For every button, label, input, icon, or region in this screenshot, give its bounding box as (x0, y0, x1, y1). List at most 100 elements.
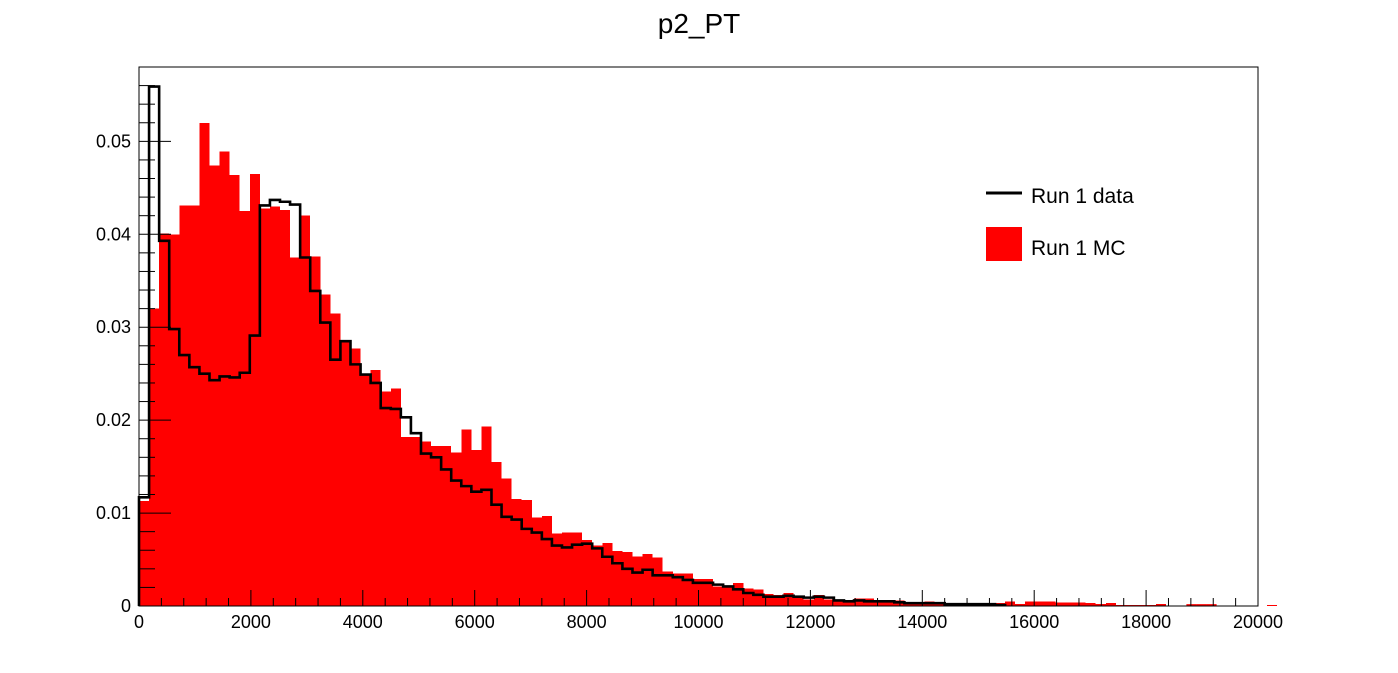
mc-bar (179, 205, 190, 607)
y-tick-label: 0.01 (96, 503, 131, 523)
x-tick-label: 8000 (567, 612, 607, 632)
mc-bar (1095, 604, 1106, 606)
mc-bar (1045, 601, 1056, 606)
mc-bar (461, 429, 472, 606)
mc-bar (662, 571, 673, 606)
mc-bar (370, 369, 381, 606)
mc-bar (1105, 603, 1116, 606)
mc-bar (1015, 604, 1026, 606)
mc-bar (259, 208, 270, 606)
x-tick-label: 0 (134, 612, 144, 632)
x-tick-label: 4000 (343, 612, 383, 632)
mc-bar (572, 532, 583, 606)
mc-bar (441, 446, 452, 606)
y-tick-label: 0.03 (96, 317, 131, 337)
mc-bar (169, 234, 180, 606)
mc-bar (511, 499, 522, 606)
mc-bar (340, 341, 351, 606)
mc-bar (551, 533, 562, 606)
mc-bar (672, 573, 683, 606)
mc-bar (612, 551, 623, 606)
x-tick-label: 12000 (785, 612, 835, 632)
mc-bar (773, 594, 784, 606)
axes: 0 2000 4000 6000 8000 10000 12000 14000 16000 180… (96, 66, 1283, 632)
mc-bar (199, 122, 210, 607)
mc-bar (1266, 605, 1278, 606)
mc-bar (723, 586, 734, 606)
mc-bar (813, 594, 824, 606)
mc-bar (874, 600, 885, 606)
mc-bar (209, 165, 220, 606)
mc-bar (1196, 604, 1207, 606)
mc-bar (219, 151, 230, 606)
mc-bar (702, 579, 714, 606)
mc-bar (843, 600, 855, 606)
y-tick-label: 0 (121, 596, 131, 616)
legend-mc-swatch (986, 227, 1022, 261)
mc-bar (1035, 601, 1046, 606)
mc-bar (1025, 601, 1036, 606)
mc-bar (823, 599, 834, 606)
mc-bar (592, 545, 603, 606)
mc-bar (642, 553, 653, 606)
legend: Run 1 data Run 1 MC (986, 185, 1134, 261)
mc-bar (682, 573, 693, 606)
x-tick-label: 14000 (897, 612, 947, 632)
mc-bar (249, 173, 260, 606)
mc-bar (743, 588, 754, 606)
mc-bar (733, 582, 744, 606)
mc-bar (1055, 602, 1066, 606)
x-tick-label: 18000 (1121, 612, 1171, 632)
legend-mc-label: Run 1 MC (1031, 237, 1126, 260)
mc-bar (290, 257, 301, 606)
x-tick-label: 2000 (231, 612, 271, 632)
mc-bar (431, 446, 442, 606)
y-tick-label: 0.04 (96, 224, 131, 244)
mc-bar (854, 598, 865, 606)
mc-bar (602, 542, 613, 606)
mc-bar (310, 256, 321, 606)
mc-bar (491, 461, 502, 606)
mc-bar (1156, 604, 1167, 606)
mc-bar (652, 557, 663, 606)
mc-bar (1206, 604, 1217, 606)
x-tick-label: 10000 (673, 612, 723, 632)
mc-bar (481, 426, 492, 606)
mc-bar (793, 597, 804, 606)
x-tick-label: 20000 (1233, 612, 1283, 632)
mc-bar (420, 441, 432, 606)
mc-bar (451, 452, 462, 606)
mc-bar (189, 205, 200, 607)
mc-bar (763, 593, 774, 606)
mc-bar (561, 532, 573, 606)
mc-bar (320, 294, 331, 606)
mc-bar (279, 210, 291, 606)
mc-bar (753, 589, 764, 606)
mc-bar (380, 391, 391, 606)
mc-bar (692, 579, 703, 606)
data-step-line (137, 85, 1007, 607)
mc-bar (1005, 601, 1016, 606)
mc-bar (884, 601, 895, 606)
mc-bar (803, 599, 814, 606)
mc-bar (501, 478, 512, 606)
mc-bar (541, 515, 552, 606)
mc-bar (360, 373, 371, 606)
mc-bar (531, 517, 542, 606)
mc-bar (300, 215, 311, 607)
mc-bar (410, 436, 421, 606)
chart-title: p2_PT (658, 8, 741, 39)
legend-data-label: Run 1 data (1031, 185, 1134, 208)
y-tick-label: 0.02 (96, 410, 131, 430)
mc-bar (1045, 604, 1056, 606)
mc-bar (1075, 602, 1086, 606)
mc-bar (1085, 603, 1096, 606)
mc-bar (400, 436, 411, 606)
x-tick-label: 16000 (1009, 612, 1059, 632)
mc-bar (632, 556, 643, 606)
mc-bar (269, 206, 280, 606)
mc-bar (139, 500, 150, 606)
mc-bar (229, 174, 240, 607)
mc-bar (904, 603, 915, 606)
